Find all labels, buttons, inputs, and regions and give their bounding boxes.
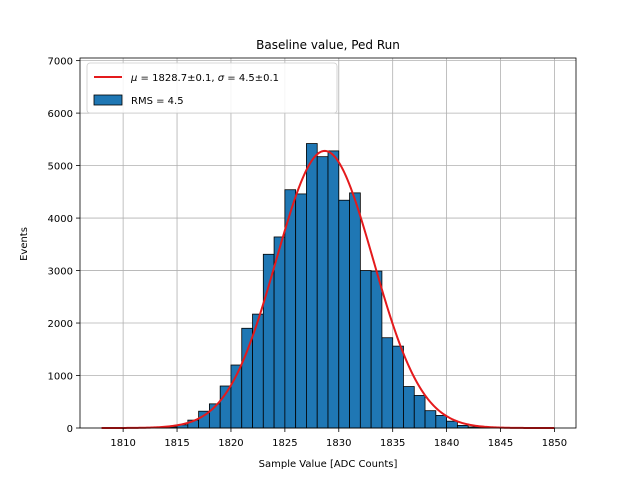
x-axis-ticks: 1810 1815 1820 1825 1830 1835 1840 1845 1850 [110, 428, 567, 449]
histogram-bar [392, 345, 404, 429]
y-tick-label: 6000 [48, 109, 73, 120]
chart-title: Baseline value, Ped Run [256, 38, 400, 52]
histogram-bars [155, 143, 491, 429]
histogram-bar [424, 410, 437, 429]
histogram-bar [370, 270, 383, 429]
x-axis-label: Sample Value [ADC Counts] [259, 459, 398, 470]
x-tick-label: 1835 [380, 438, 405, 449]
legend-histogram-label: RMS = 4.5 [131, 96, 184, 107]
y-tick-label: 4000 [48, 214, 73, 225]
y-tick-label: 3000 [48, 267, 73, 278]
x-tick-label: 1815 [164, 438, 189, 449]
histogram-bar [446, 420, 458, 429]
histogram-bar [273, 236, 286, 429]
histogram-bar [403, 386, 415, 429]
histogram-bar [306, 143, 318, 429]
x-tick-label: 1850 [542, 438, 567, 449]
legend-fit-mu-symbol: μ [130, 73, 137, 84]
legend-histogram-swatch [93, 94, 123, 106]
y-tick-label: 1000 [48, 372, 73, 383]
legend-fit-mu-value: = 1828.7±0.1, [137, 73, 217, 84]
legend: μ = 1828.7±0.1, σ = 4.5±0.1 RMS = 4.5 [86, 62, 338, 114]
legend-fit-sigma-value: = 4.5±0.1 [224, 73, 279, 84]
x-tick-label: 1810 [110, 438, 135, 449]
legend-fit-label: μ = 1828.7±0.1, σ = 4.5±0.1 [130, 73, 279, 84]
gaussian-fit-curve [101, 149, 555, 429]
legend-fit-sigma-symbol: σ [218, 73, 225, 84]
legend-frame [86, 62, 338, 114]
histogram-bar [295, 193, 307, 429]
histogram-bar [316, 156, 329, 429]
x-tick-label: 1845 [488, 438, 513, 449]
histogram-bar [435, 415, 448, 429]
histogram-bar [413, 395, 426, 429]
histogram-bar [262, 253, 275, 429]
y-tick-label: 5000 [48, 162, 73, 173]
y-tick-label: 7000 [48, 57, 73, 68]
y-tick-label: 2000 [48, 319, 73, 330]
y-tick-label: 0 [67, 424, 73, 435]
y-axis-ticks: 0 1000 2000 3000 4000 5000 6000 7000 [48, 57, 80, 435]
plot-frame [79, 57, 577, 429]
y-axis-label: Events [19, 227, 30, 261]
histogram-bar [359, 270, 372, 429]
histogram-bar [381, 337, 394, 429]
x-tick-label: 1840 [434, 438, 459, 449]
histogram-bar [327, 150, 340, 429]
x-tick-label: 1830 [326, 438, 351, 449]
histogram-bar [338, 199, 350, 429]
histogram-bar [349, 192, 361, 429]
x-tick-label: 1820 [218, 438, 243, 449]
x-tick-label: 1825 [272, 438, 297, 449]
